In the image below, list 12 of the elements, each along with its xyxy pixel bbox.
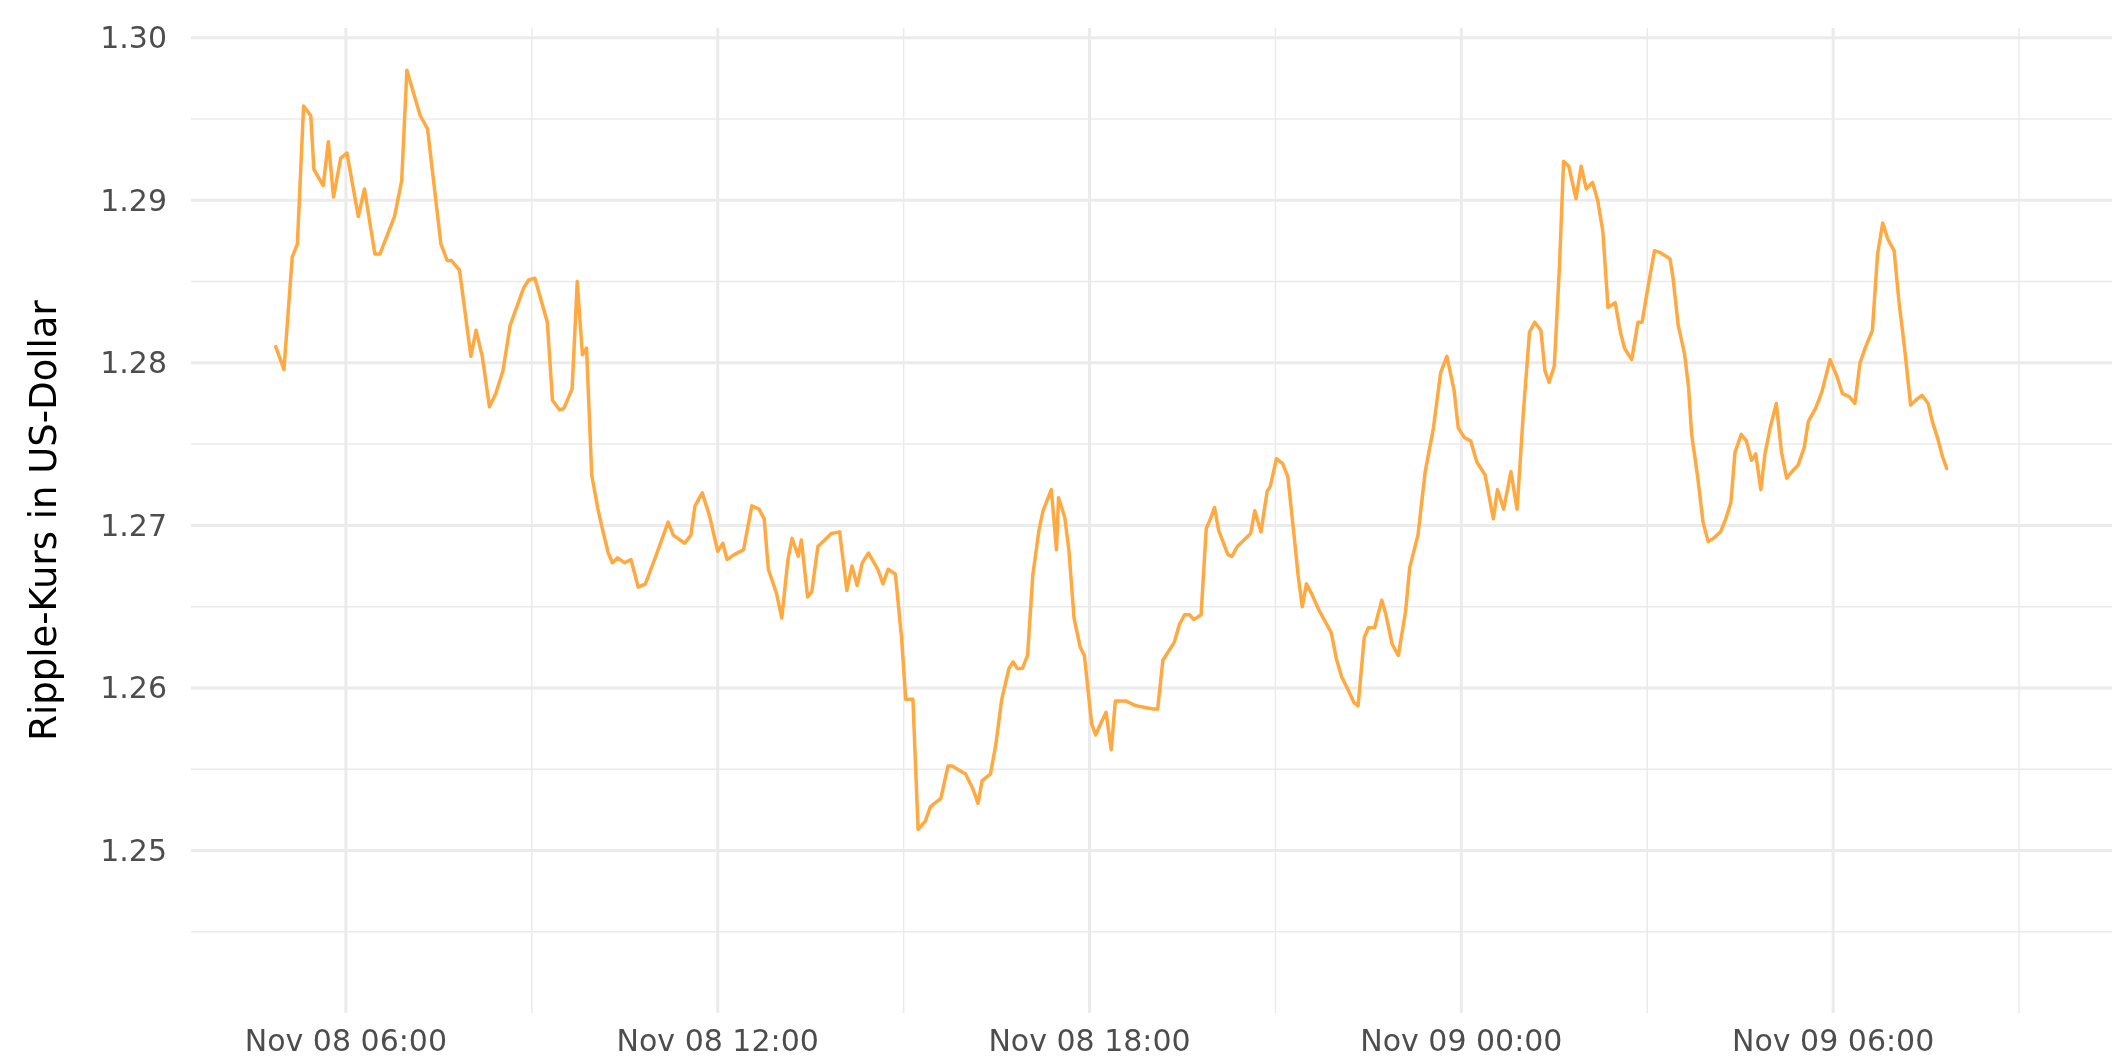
x-tick-label: Nov 09 00:00 (1360, 1023, 1563, 1058)
y-axis-title: Ripple-Kurs in US-Dollar (22, 299, 65, 741)
x-tick-label: Nov 08 18:00 (988, 1023, 1191, 1058)
y-tick-label: 1.30 (100, 20, 167, 56)
x-tick-label: Nov 08 12:00 (616, 1023, 819, 1058)
x-tick-label: Nov 09 06:00 (1732, 1023, 1935, 1058)
y-tick-label: 1.27 (100, 507, 167, 543)
y-tick-label: 1.25 (100, 832, 167, 868)
y-tick-label: 1.28 (100, 345, 167, 381)
y-tick-label: 1.29 (100, 182, 167, 218)
y-tick-label: 1.26 (100, 670, 167, 706)
x-tick-label: Nov 08 06:00 (244, 1023, 448, 1058)
